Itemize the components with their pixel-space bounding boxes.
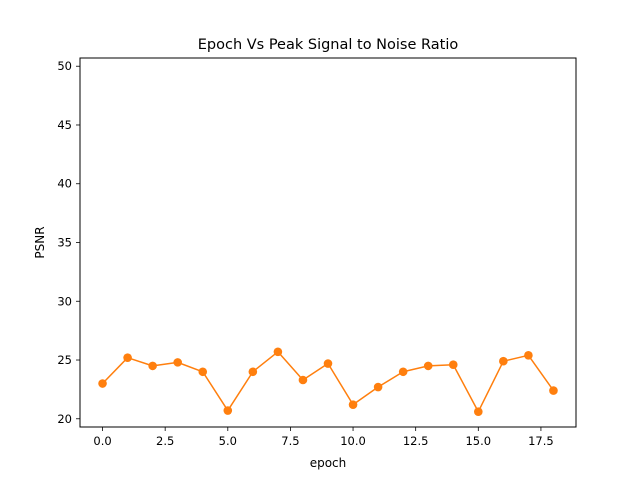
data-point [499,356,508,366]
x-tick-label: 15.0 [465,434,491,448]
y-tick-label: 50 [57,59,72,73]
plot-frame [79,57,577,428]
chart-title: Epoch Vs Peak Signal to Noise Ratio [198,37,459,53]
x-axis-label: epoch [310,456,347,470]
data-point [448,360,458,370]
data-point [398,367,408,377]
y-tick-label: 30 [57,294,72,308]
x-tick-label: 7.5 [281,434,299,448]
x-tick-label: 5.0 [219,434,237,448]
y-tick-label: 45 [57,118,72,132]
data-point [273,347,283,357]
data-point [474,407,483,417]
x-axis-ticks: 0.0 2.5 5.0 7.5 10.0 12.5 15.0 17.5 [93,427,554,448]
data-point [198,367,208,377]
y-tick-label: 35 [57,236,72,250]
x-tick-label: 0.0 [93,434,111,448]
y-tick-label: 40 [57,177,72,191]
series-group [98,347,558,417]
x-tick-label: 17.5 [528,434,554,448]
x-tick-label: 2.5 [156,434,174,448]
plot-area [79,57,577,428]
data-point [323,359,333,368]
data-point [423,361,433,371]
data-point [373,382,383,392]
data-point [98,379,107,388]
data-point [148,361,157,371]
y-tick-label: 25 [57,353,72,367]
data-point [524,351,533,360]
data-point [173,358,182,367]
data-point [123,353,132,362]
y-tick-label: 20 [57,412,72,426]
x-tick-label: 10.0 [340,434,366,448]
y-axis-label: PSNR [33,226,47,258]
data-point [549,386,558,395]
x-tick-label: 12.5 [403,434,429,448]
data-point [248,367,258,377]
data-point [223,406,233,415]
data-point [348,400,358,409]
y-axis-ticks: 20 25 30 35 40 45 50 [57,59,80,426]
data-point [298,375,308,385]
